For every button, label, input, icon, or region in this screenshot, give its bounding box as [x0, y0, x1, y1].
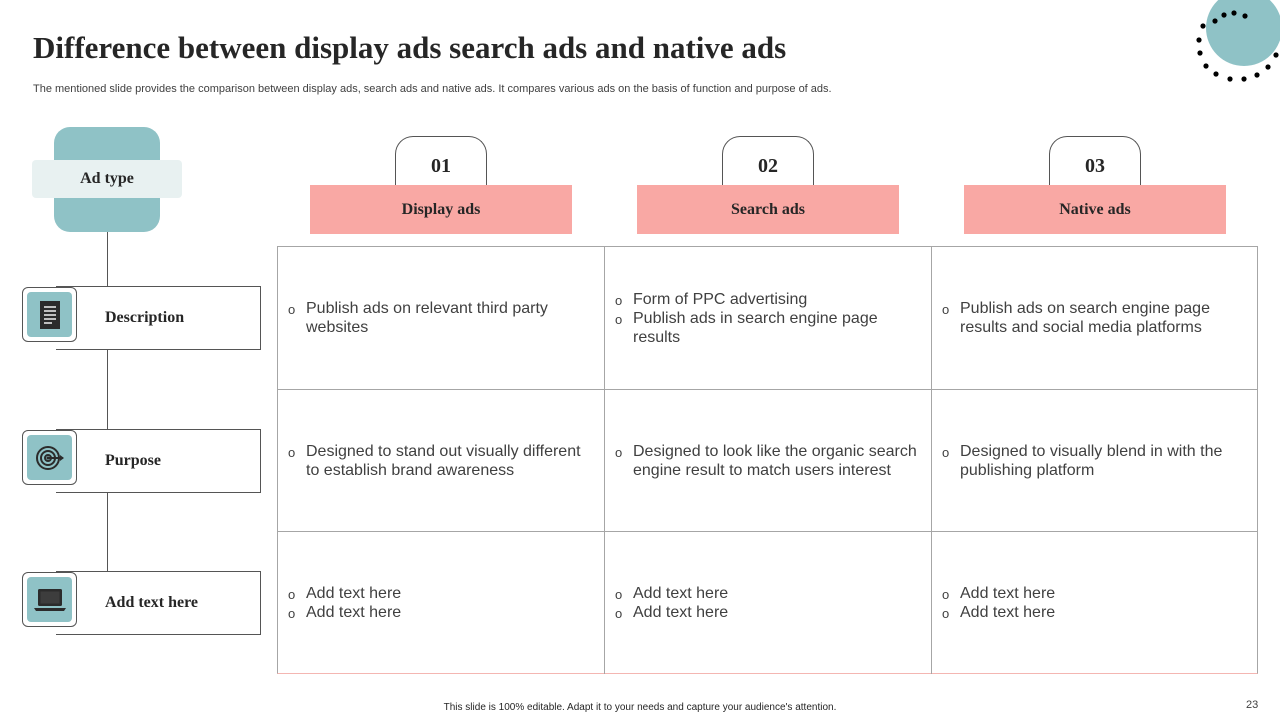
connector-line	[107, 349, 108, 430]
table-cell: Add text here Add text here	[605, 532, 932, 674]
bullet-item: Publish ads on relevant third party webs…	[288, 299, 592, 337]
slide-title: Difference between display ads search ad…	[33, 30, 787, 65]
table-cell: Add text here Add text here	[932, 532, 1258, 674]
column-number-tab: 01	[395, 136, 487, 186]
column-header-search-ads: Search ads	[637, 185, 899, 234]
table-cell: Designed to visually blend in with the p…	[932, 390, 1258, 532]
laptop-icon	[33, 588, 66, 611]
table-cell: Designed to stand out visually different…	[278, 390, 605, 532]
decorative-circle-icon	[1196, 0, 1280, 82]
column-header-display-ads: Display ads	[310, 185, 572, 234]
bullet-list: Publish ads on search engine page result…	[942, 299, 1246, 337]
connector-line	[107, 492, 108, 572]
row-icon-box	[22, 572, 77, 627]
table-cell: Add text here Add text here	[278, 532, 605, 674]
bullet-item: Add text here	[942, 603, 1055, 623]
bullet-item: Add text here	[615, 603, 728, 623]
column-number-tab: 03	[1049, 136, 1141, 186]
bullet-item: Add text here	[288, 584, 401, 604]
bullet-list: Add text here Add text here	[288, 584, 401, 623]
bullet-item: Add text here	[615, 584, 728, 604]
bullet-item: Publish ads on search engine page result…	[942, 299, 1246, 337]
bullet-item: Designed to look like the organic search…	[615, 442, 919, 480]
row-label-purpose: Purpose	[56, 429, 261, 493]
bullet-list: Designed to visually blend in with the p…	[942, 442, 1246, 480]
row-icon-box	[22, 287, 77, 342]
bullet-list: Add text here Add text here	[942, 584, 1055, 623]
row-icon-box	[22, 430, 77, 485]
bullet-list: Designed to stand out visually different…	[288, 442, 592, 480]
table-cell: Publish ads on search engine page result…	[932, 247, 1258, 390]
bullet-item: Designed to visually blend in with the p…	[942, 442, 1246, 480]
table-cell: Designed to look like the organic search…	[605, 390, 932, 532]
row-label-add-text: Add text here	[56, 571, 261, 635]
bullet-list: Designed to look like the organic search…	[615, 442, 919, 480]
bullet-list: Add text here Add text here	[615, 584, 728, 623]
bullet-list: Publish ads on relevant third party webs…	[288, 299, 592, 337]
bullet-list: Form of PPC advertising Publish ads in s…	[615, 290, 919, 347]
bullet-item: Add text here	[942, 584, 1055, 604]
page-number: 23	[1246, 699, 1259, 711]
document-icon	[39, 300, 60, 329]
bullet-item: Publish ads in search engine page result…	[615, 309, 919, 347]
target-icon	[35, 445, 64, 470]
ad-type-label: Ad type	[32, 160, 182, 198]
row-label-description: Description	[56, 286, 261, 350]
slide-footer: This slide is 100% editable. Adapt it to…	[443, 702, 837, 713]
column-header-native-ads: Native ads	[964, 185, 1226, 234]
slide-subtitle: The mentioned slide provides the compari…	[33, 83, 832, 95]
comparison-table: Publish ads on relevant third party webs…	[277, 246, 1258, 674]
table-cell: Form of PPC advertising Publish ads in s…	[605, 247, 932, 390]
bullet-item: Designed to stand out visually different…	[288, 442, 592, 480]
bullet-item: Form of PPC advertising	[615, 290, 919, 310]
table-cell: Publish ads on relevant third party webs…	[278, 247, 605, 390]
connector-line	[107, 232, 108, 287]
column-number-tab: 02	[722, 136, 814, 186]
bullet-item: Add text here	[288, 603, 401, 623]
